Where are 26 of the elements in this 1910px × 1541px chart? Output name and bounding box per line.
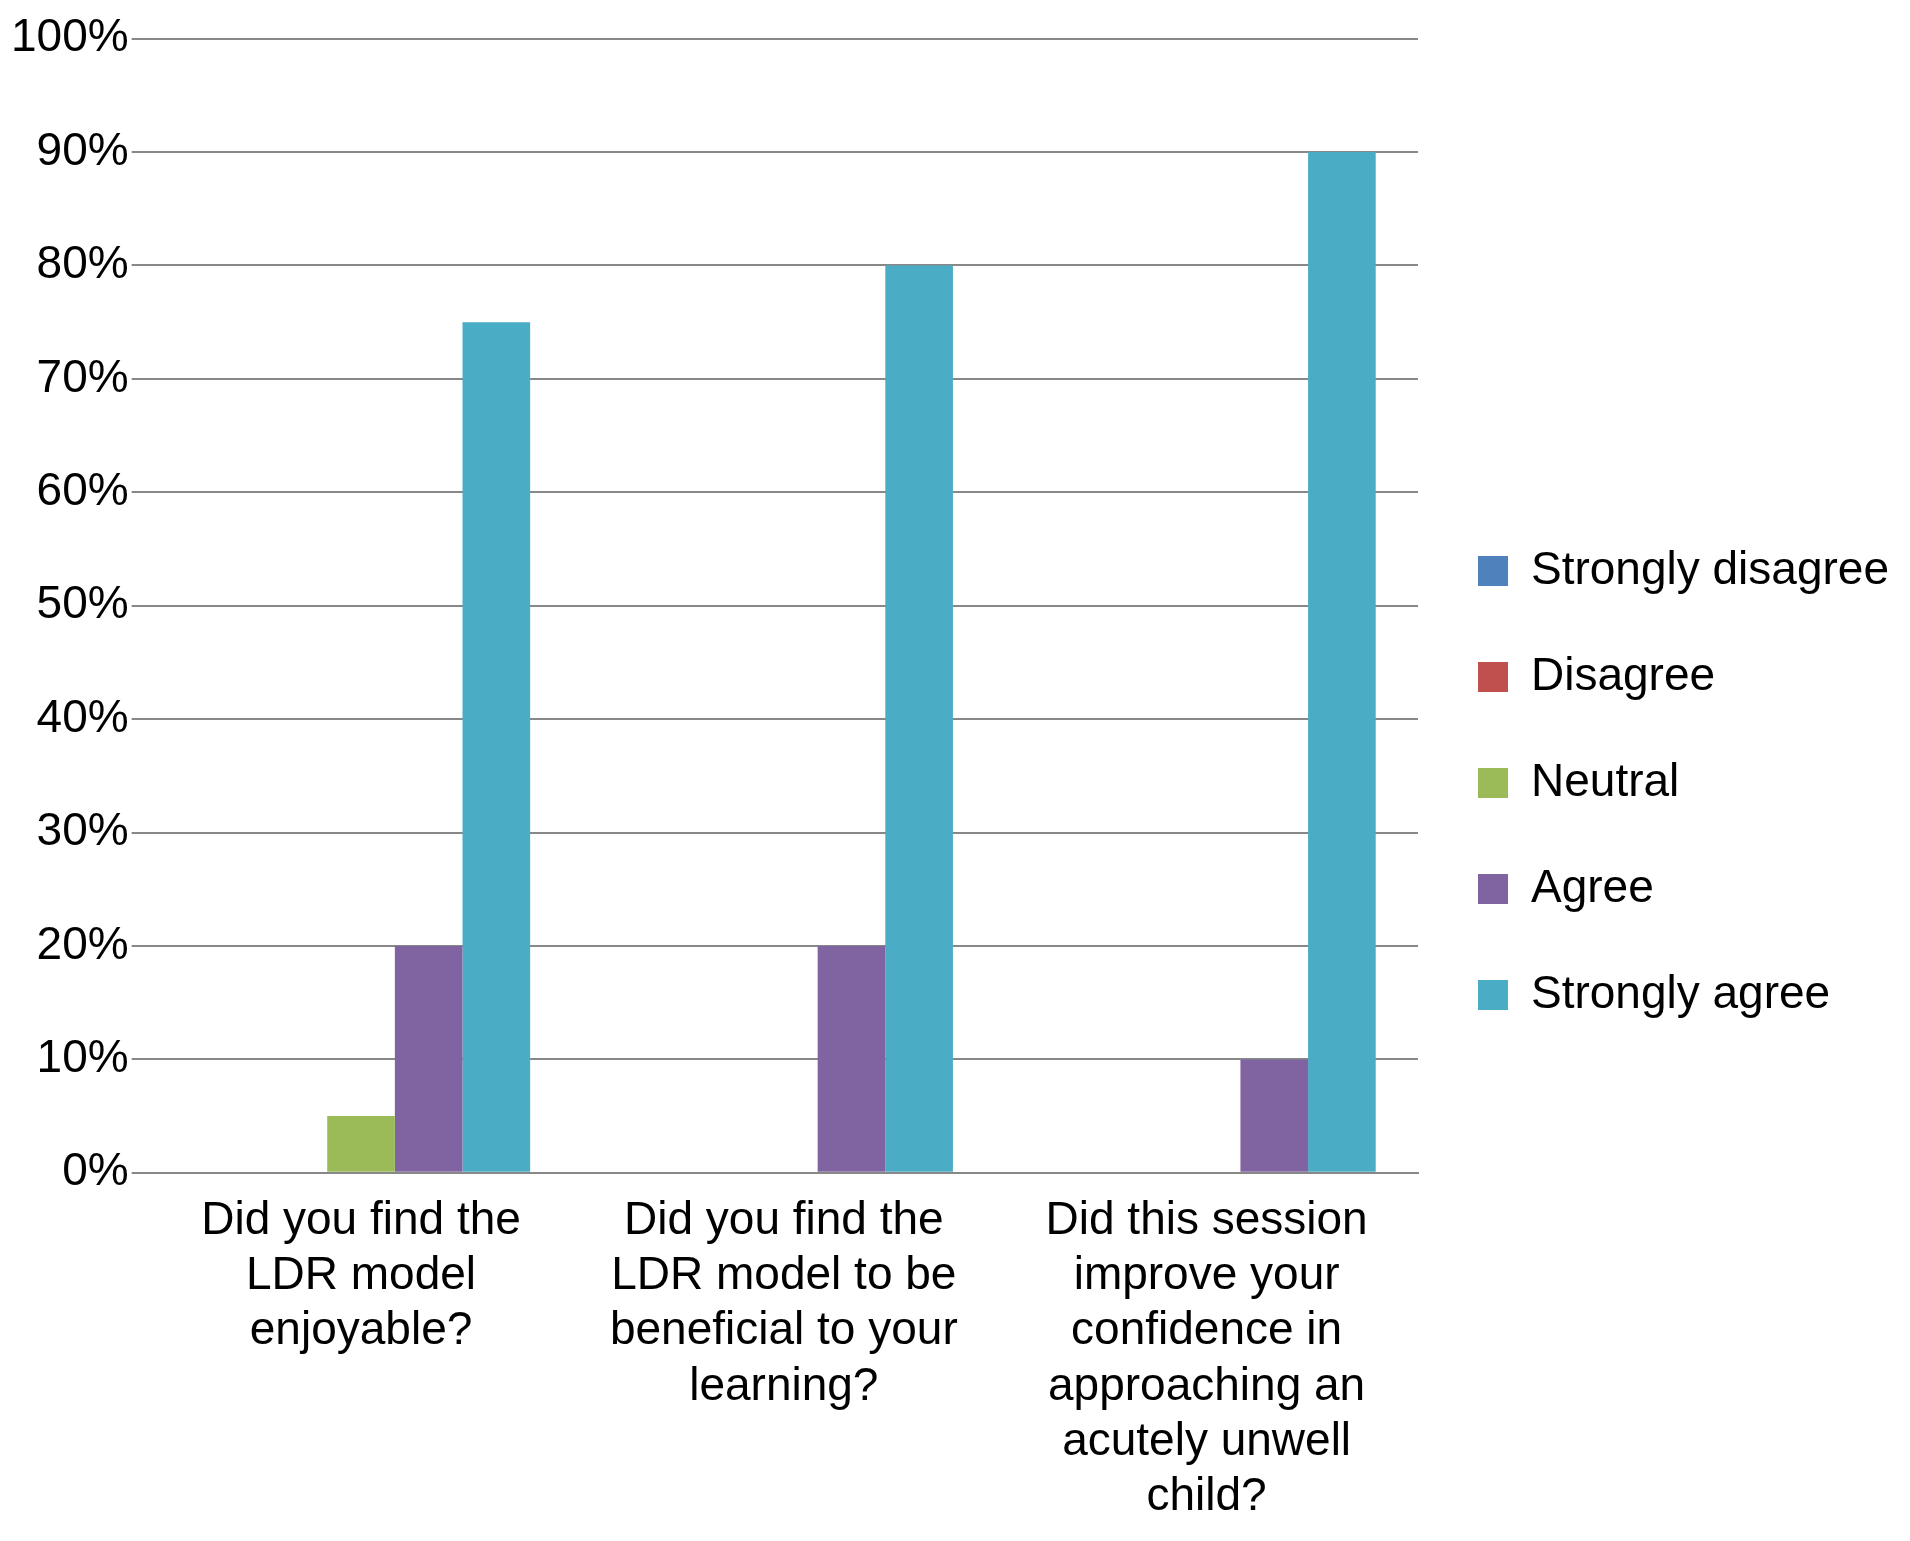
y-tick-label: 0%: [62, 1143, 129, 1196]
y-tick-label: 40%: [36, 689, 129, 742]
bar: [462, 322, 531, 1172]
bar: [885, 265, 953, 1172]
x-tick-label: Did you find the LDR model enjoyable?: [201, 1192, 521, 1355]
x-tick-label: Did you find the LDR model to be beneficial to your learning?: [609, 1192, 958, 1410]
y-tick-label: 50%: [36, 576, 129, 629]
y-tick-label: 90%: [36, 122, 129, 175]
y-tick-label: 80%: [36, 236, 129, 289]
y-tick-label: 30%: [36, 803, 129, 856]
legend-label: Disagree: [1531, 647, 1716, 700]
legend-label: Agree: [1531, 859, 1654, 912]
legend-label: Neutral: [1531, 753, 1680, 806]
y-tick-label: 10%: [36, 1030, 129, 1083]
bar: [1308, 152, 1376, 1172]
legend-label: Strongly disagree: [1531, 541, 1889, 594]
bar: [817, 945, 886, 1172]
y-tick-label: 60%: [36, 462, 129, 515]
legend-label: Strongly agree: [1531, 965, 1831, 1018]
y-tick-label: 100%: [10, 9, 129, 62]
y-tick-label: 20%: [36, 916, 129, 969]
bar: [327, 1116, 395, 1172]
bar: [1240, 1059, 1309, 1172]
x-tick-label: Did this session improve your confidence in approaching an acutely unwell child?: [1045, 1192, 1368, 1521]
bar: [394, 945, 463, 1172]
y-tick-label: 70%: [36, 349, 129, 402]
